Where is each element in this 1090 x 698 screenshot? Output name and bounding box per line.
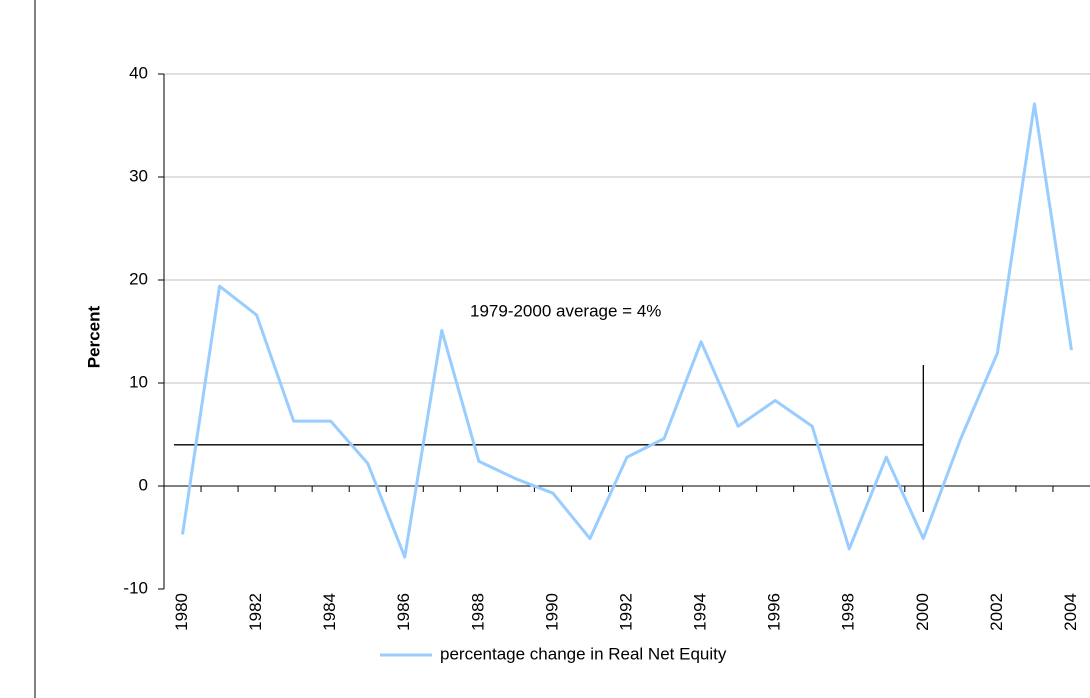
- x-tick-label: 1996: [765, 593, 784, 631]
- x-tick-label: 1986: [394, 593, 413, 631]
- series-line: [181, 102, 1073, 559]
- y-tick-label: -10: [123, 578, 148, 597]
- reference-label: 1979-2000 average = 4%: [470, 301, 661, 320]
- x-tick-label: 1994: [691, 593, 710, 631]
- x-tick-label: 1998: [839, 593, 858, 631]
- y-tick-label: 40: [129, 63, 148, 82]
- x-tick-label: 2002: [987, 593, 1006, 631]
- y-tick-label: 20: [129, 269, 148, 288]
- x-tick-label: 1980: [172, 593, 191, 631]
- y-axis-label: Percent: [84, 305, 103, 368]
- x-tick-label: 1984: [320, 593, 339, 631]
- legend-label: percentage change in Real Net Equity: [440, 644, 727, 663]
- y-tick-label: 30: [129, 166, 148, 185]
- y-tick-label: 0: [139, 475, 148, 494]
- x-tick-label: 2004: [1061, 593, 1080, 631]
- x-tick-label: 1992: [616, 593, 635, 631]
- x-tick-label: 2000: [913, 593, 932, 631]
- x-tick-label: 1982: [246, 593, 265, 631]
- y-tick-label: 10: [129, 372, 148, 391]
- x-tick-label: 1988: [468, 593, 487, 631]
- x-tick-label: 1990: [542, 593, 561, 631]
